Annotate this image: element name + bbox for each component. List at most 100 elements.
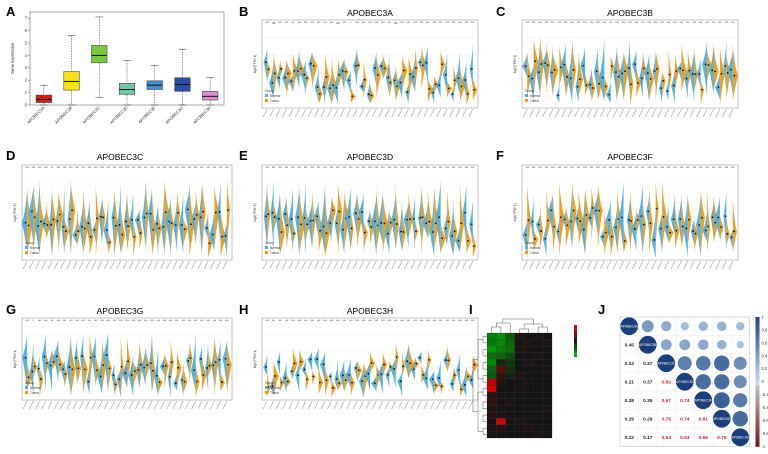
significance-label: *** bbox=[131, 166, 135, 170]
median-point bbox=[662, 79, 665, 82]
significance-label: *** bbox=[407, 319, 411, 323]
heatmap-cell bbox=[542, 411, 553, 419]
median-point bbox=[460, 85, 463, 88]
median-point bbox=[387, 373, 390, 376]
median-point bbox=[162, 225, 165, 228]
x-tick-mark bbox=[122, 260, 128, 270]
heatmap-cell bbox=[486, 359, 497, 366]
median-point bbox=[540, 63, 543, 65]
x-tick-mark bbox=[178, 400, 184, 410]
significance-label: *** bbox=[206, 166, 210, 170]
violin-normal bbox=[409, 58, 415, 92]
significance-label: *** bbox=[310, 166, 314, 170]
violin-normal bbox=[98, 199, 103, 247]
x-tick-mark bbox=[580, 260, 586, 270]
colorbar-segment bbox=[755, 414, 760, 418]
violin-normal bbox=[153, 346, 159, 396]
significance-label: *** bbox=[330, 21, 334, 25]
violin-tumor bbox=[376, 186, 381, 250]
heatmap-cell bbox=[496, 346, 506, 353]
violin-normal bbox=[29, 341, 34, 395]
median-point bbox=[733, 230, 735, 233]
median-point bbox=[694, 232, 697, 235]
colorbar-segment bbox=[755, 365, 760, 370]
colorbar-tick-label: 0.4 bbox=[762, 353, 768, 358]
significance-label: *** bbox=[368, 166, 372, 170]
significance-label: *** bbox=[400, 166, 404, 170]
x-tick-mark bbox=[72, 260, 78, 270]
violin-normal bbox=[67, 177, 71, 255]
significance-label: *** bbox=[667, 21, 671, 25]
median-point bbox=[460, 388, 462, 391]
violin-normal bbox=[263, 48, 268, 84]
median-point bbox=[383, 67, 386, 70]
median-point bbox=[434, 384, 437, 387]
heatmap-cell bbox=[496, 391, 506, 399]
heatmap-cell bbox=[542, 398, 553, 406]
colorbar-segment bbox=[755, 384, 760, 389]
violin-normal bbox=[522, 52, 528, 77]
x-tick-mark bbox=[587, 260, 592, 270]
median-point bbox=[579, 78, 581, 81]
median-point bbox=[309, 358, 312, 361]
significance-label: *** bbox=[265, 319, 269, 323]
x-tick-mark bbox=[210, 260, 215, 270]
heatmap-cell bbox=[486, 405, 497, 412]
median-point bbox=[325, 232, 328, 234]
heatmap-cell bbox=[505, 405, 515, 412]
x-tick-label: APOBEC3H bbox=[192, 105, 212, 125]
violin-tumor bbox=[466, 73, 470, 106]
median-point bbox=[724, 65, 727, 67]
violin-tumor bbox=[286, 372, 292, 388]
correlation-value: 0.62 bbox=[662, 379, 672, 385]
violin-normal bbox=[435, 179, 441, 255]
x-tick-mark bbox=[327, 108, 332, 118]
x-tick-mark bbox=[542, 260, 547, 270]
violin-normal bbox=[282, 198, 287, 239]
median-point bbox=[364, 375, 366, 378]
median-point bbox=[299, 360, 302, 363]
colorbar-segment bbox=[755, 349, 760, 353]
x-tick-mark bbox=[210, 400, 215, 410]
x-tick-mark bbox=[346, 108, 351, 118]
x-tick-mark bbox=[307, 108, 313, 118]
median-point bbox=[432, 91, 435, 94]
violin-tumor bbox=[312, 371, 316, 385]
significance-label: *** bbox=[56, 166, 60, 170]
violin-normal bbox=[366, 79, 370, 104]
violin-normal bbox=[405, 84, 409, 105]
significance-label: *** bbox=[699, 21, 703, 25]
median-point bbox=[467, 375, 469, 378]
correlation-circle bbox=[716, 321, 727, 332]
violin-tumor bbox=[312, 52, 318, 89]
median-point bbox=[406, 360, 409, 363]
median-point bbox=[389, 365, 392, 368]
significance-label: *** bbox=[330, 166, 334, 170]
median-point bbox=[212, 364, 215, 366]
median-point bbox=[524, 65, 527, 68]
significance-label: *** bbox=[265, 21, 269, 25]
violin-tumor bbox=[214, 336, 219, 397]
median-point bbox=[351, 381, 353, 384]
heatmap-cell bbox=[505, 431, 515, 439]
median-point bbox=[563, 218, 566, 221]
x-tick-mark bbox=[404, 260, 409, 270]
legend-title: Group bbox=[265, 241, 274, 245]
correlation-value: 0.33 bbox=[625, 361, 635, 367]
significance-label: *** bbox=[712, 166, 716, 170]
heatmap-cell bbox=[514, 359, 525, 366]
x-tick-mark bbox=[462, 400, 467, 410]
x-tick-mark bbox=[116, 400, 122, 410]
median-point bbox=[707, 225, 709, 228]
median-point bbox=[692, 230, 695, 233]
median-point bbox=[431, 378, 434, 381]
median-point bbox=[31, 210, 33, 213]
median-point bbox=[557, 230, 560, 233]
violin-tumor bbox=[114, 187, 119, 254]
median-point bbox=[428, 88, 431, 90]
x-tick-mark bbox=[561, 260, 567, 270]
x-tick-mark bbox=[135, 260, 140, 270]
box-apobec3b bbox=[63, 71, 80, 91]
colorbar-tick-label: -0.4 bbox=[762, 405, 768, 410]
violin-tumor bbox=[305, 68, 310, 90]
